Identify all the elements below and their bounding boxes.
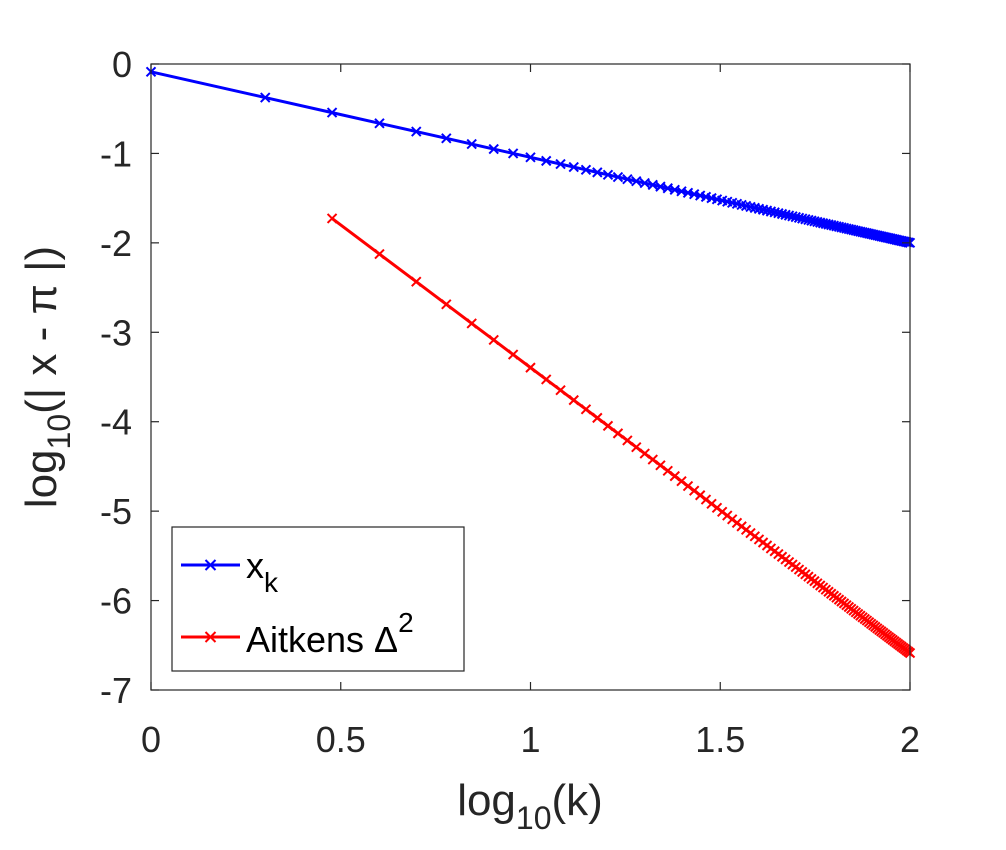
data-point — [441, 133, 452, 144]
data-point — [507, 349, 519, 360]
data-point — [694, 490, 706, 501]
data-point — [555, 158, 566, 170]
data-point — [411, 126, 422, 137]
legend-box — [171, 526, 465, 672]
series-aitkens — [326, 213, 916, 659]
legend: xk Aitkens Δ2 — [171, 526, 465, 672]
data-point — [488, 334, 499, 346]
y-tick-label: -3 — [100, 312, 132, 353]
data-point — [592, 412, 603, 424]
x-tick-label: 0.5 — [316, 719, 366, 760]
data-point — [555, 385, 566, 396]
series-xk — [145, 66, 916, 249]
data-point — [622, 173, 633, 185]
y-tick-label: 0 — [112, 44, 132, 85]
y-tick-label: -1 — [100, 133, 132, 174]
data-point — [682, 480, 694, 492]
data-point — [541, 155, 552, 167]
y-tick-label: -4 — [100, 402, 132, 443]
data-point — [655, 460, 666, 471]
x-tick-label: 1.5 — [695, 719, 745, 760]
data-point — [326, 213, 338, 224]
series-layer — [145, 66, 916, 659]
data-point — [612, 171, 624, 183]
data-point — [326, 107, 338, 118]
data-point — [568, 394, 579, 406]
data-point — [647, 454, 658, 465]
data-point — [466, 318, 477, 329]
legend-label-aitkens: Aitkens Δ2 — [246, 607, 414, 660]
data-point — [507, 148, 519, 159]
data-point — [580, 404, 592, 415]
ticks-layer: 0 0.5 1 1.5 2 0 -1 -2 -3 -4 -5 -6 -7 — [100, 44, 920, 760]
legend-label-xk: xk — [246, 545, 279, 598]
x-tick-label: 0 — [141, 719, 161, 760]
legend-marker-aitkens — [204, 631, 217, 643]
legend-items — [181, 559, 240, 643]
y-tick-label: -5 — [100, 491, 132, 532]
data-point — [580, 164, 592, 176]
data-point — [466, 138, 477, 150]
data-point — [612, 428, 624, 439]
y-tick-label: -2 — [100, 223, 132, 264]
data-point — [592, 167, 603, 178]
data-point — [525, 362, 536, 373]
x-axis-label: log10(k) — [457, 776, 603, 836]
data-point — [488, 143, 499, 155]
data-point — [602, 420, 614, 432]
y-tick-label: -7 — [100, 670, 132, 711]
data-point — [688, 485, 700, 496]
data-point — [441, 299, 452, 310]
data-point — [647, 179, 658, 191]
x-tick-label: 2 — [900, 719, 920, 760]
data-point — [411, 276, 422, 287]
data-point — [525, 152, 536, 163]
legend-marker-xk — [204, 559, 217, 571]
data-point — [669, 470, 680, 482]
x-tick-label: 1 — [520, 719, 540, 760]
data-point — [260, 92, 271, 103]
y-tick-label: -6 — [100, 581, 132, 622]
data-point — [631, 175, 642, 187]
data-point — [639, 448, 650, 459]
y-axis-label: log10(| x - π |) — [17, 246, 77, 508]
data-point — [631, 441, 642, 453]
data-point — [374, 248, 385, 260]
data-point — [374, 118, 385, 129]
data-point — [662, 465, 673, 477]
data-point — [541, 374, 552, 385]
data-point — [676, 475, 687, 487]
data-point — [602, 169, 614, 180]
data-point — [639, 177, 650, 189]
data-point — [568, 161, 579, 173]
data-point — [622, 435, 633, 446]
